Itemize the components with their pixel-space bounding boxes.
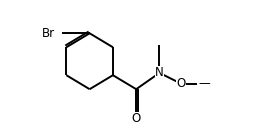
- Text: N: N: [155, 66, 164, 79]
- Text: O: O: [177, 77, 186, 90]
- Text: —: —: [198, 77, 210, 90]
- Text: O: O: [132, 112, 141, 125]
- Text: Br: Br: [42, 27, 55, 40]
